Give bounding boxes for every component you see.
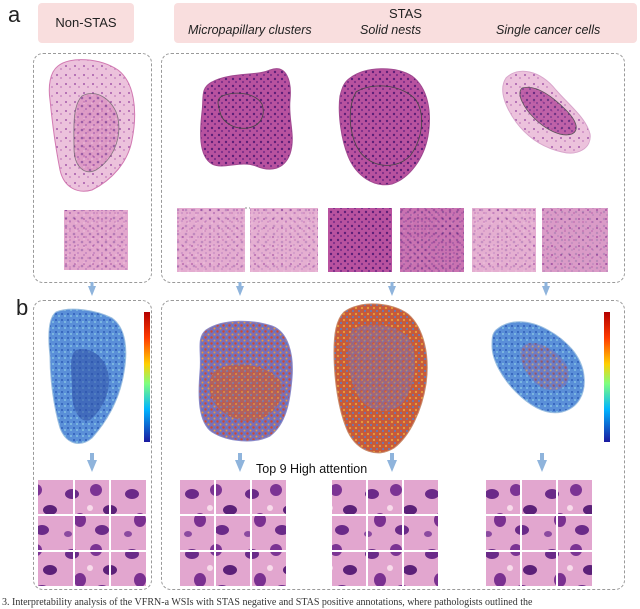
micropapillary-attention-grid (180, 480, 286, 586)
nonstas-wsi (48, 59, 136, 192)
subheader-micropapillary: Micropapillary clusters (188, 23, 312, 37)
nonstas-attention-grid (38, 480, 146, 586)
figure-caption: 3. Interpretability analysis of the VFRN… (2, 597, 533, 608)
panel-label-a: a (8, 2, 21, 27)
micropapillary-wsi (200, 68, 293, 170)
non-stas-header: Non-STAS (38, 3, 134, 43)
single-cells-attention-grid (486, 480, 592, 586)
single-cells-wsi (502, 70, 591, 154)
non-stas-title: Non-STAS (55, 15, 117, 30)
stas-title: STAS (389, 6, 422, 21)
nonstas-heatmap (48, 308, 127, 444)
subheader-solid-nests: Solid nests (360, 23, 422, 37)
single-cells-patches (472, 208, 608, 272)
solid-nests-heatmap (333, 303, 428, 454)
micropapillary-patches (177, 207, 318, 272)
colorbar-right (604, 312, 610, 442)
colorbar-left (144, 312, 150, 442)
attention-label: Top 9 High attention (256, 462, 368, 476)
subheader-single-cells: Single cancer cells (496, 23, 601, 37)
down-arrows-row2 (87, 453, 547, 472)
nonstas-patch (64, 210, 128, 270)
solid-nests-patches (328, 208, 464, 272)
panel-b-nonstas-frame (33, 300, 152, 590)
panel-b-stas-frame (161, 300, 625, 590)
down-arrows-row1 (88, 282, 550, 296)
stas-header: STAS Micropapillary clusters Solid nests… (174, 3, 637, 43)
micropapillary-heatmap (198, 320, 293, 442)
single-cells-heatmap (491, 321, 585, 414)
panel-label-b: b (16, 295, 29, 320)
solid-nests-wsi (338, 68, 430, 186)
solid-nests-attention-grid (332, 480, 438, 586)
